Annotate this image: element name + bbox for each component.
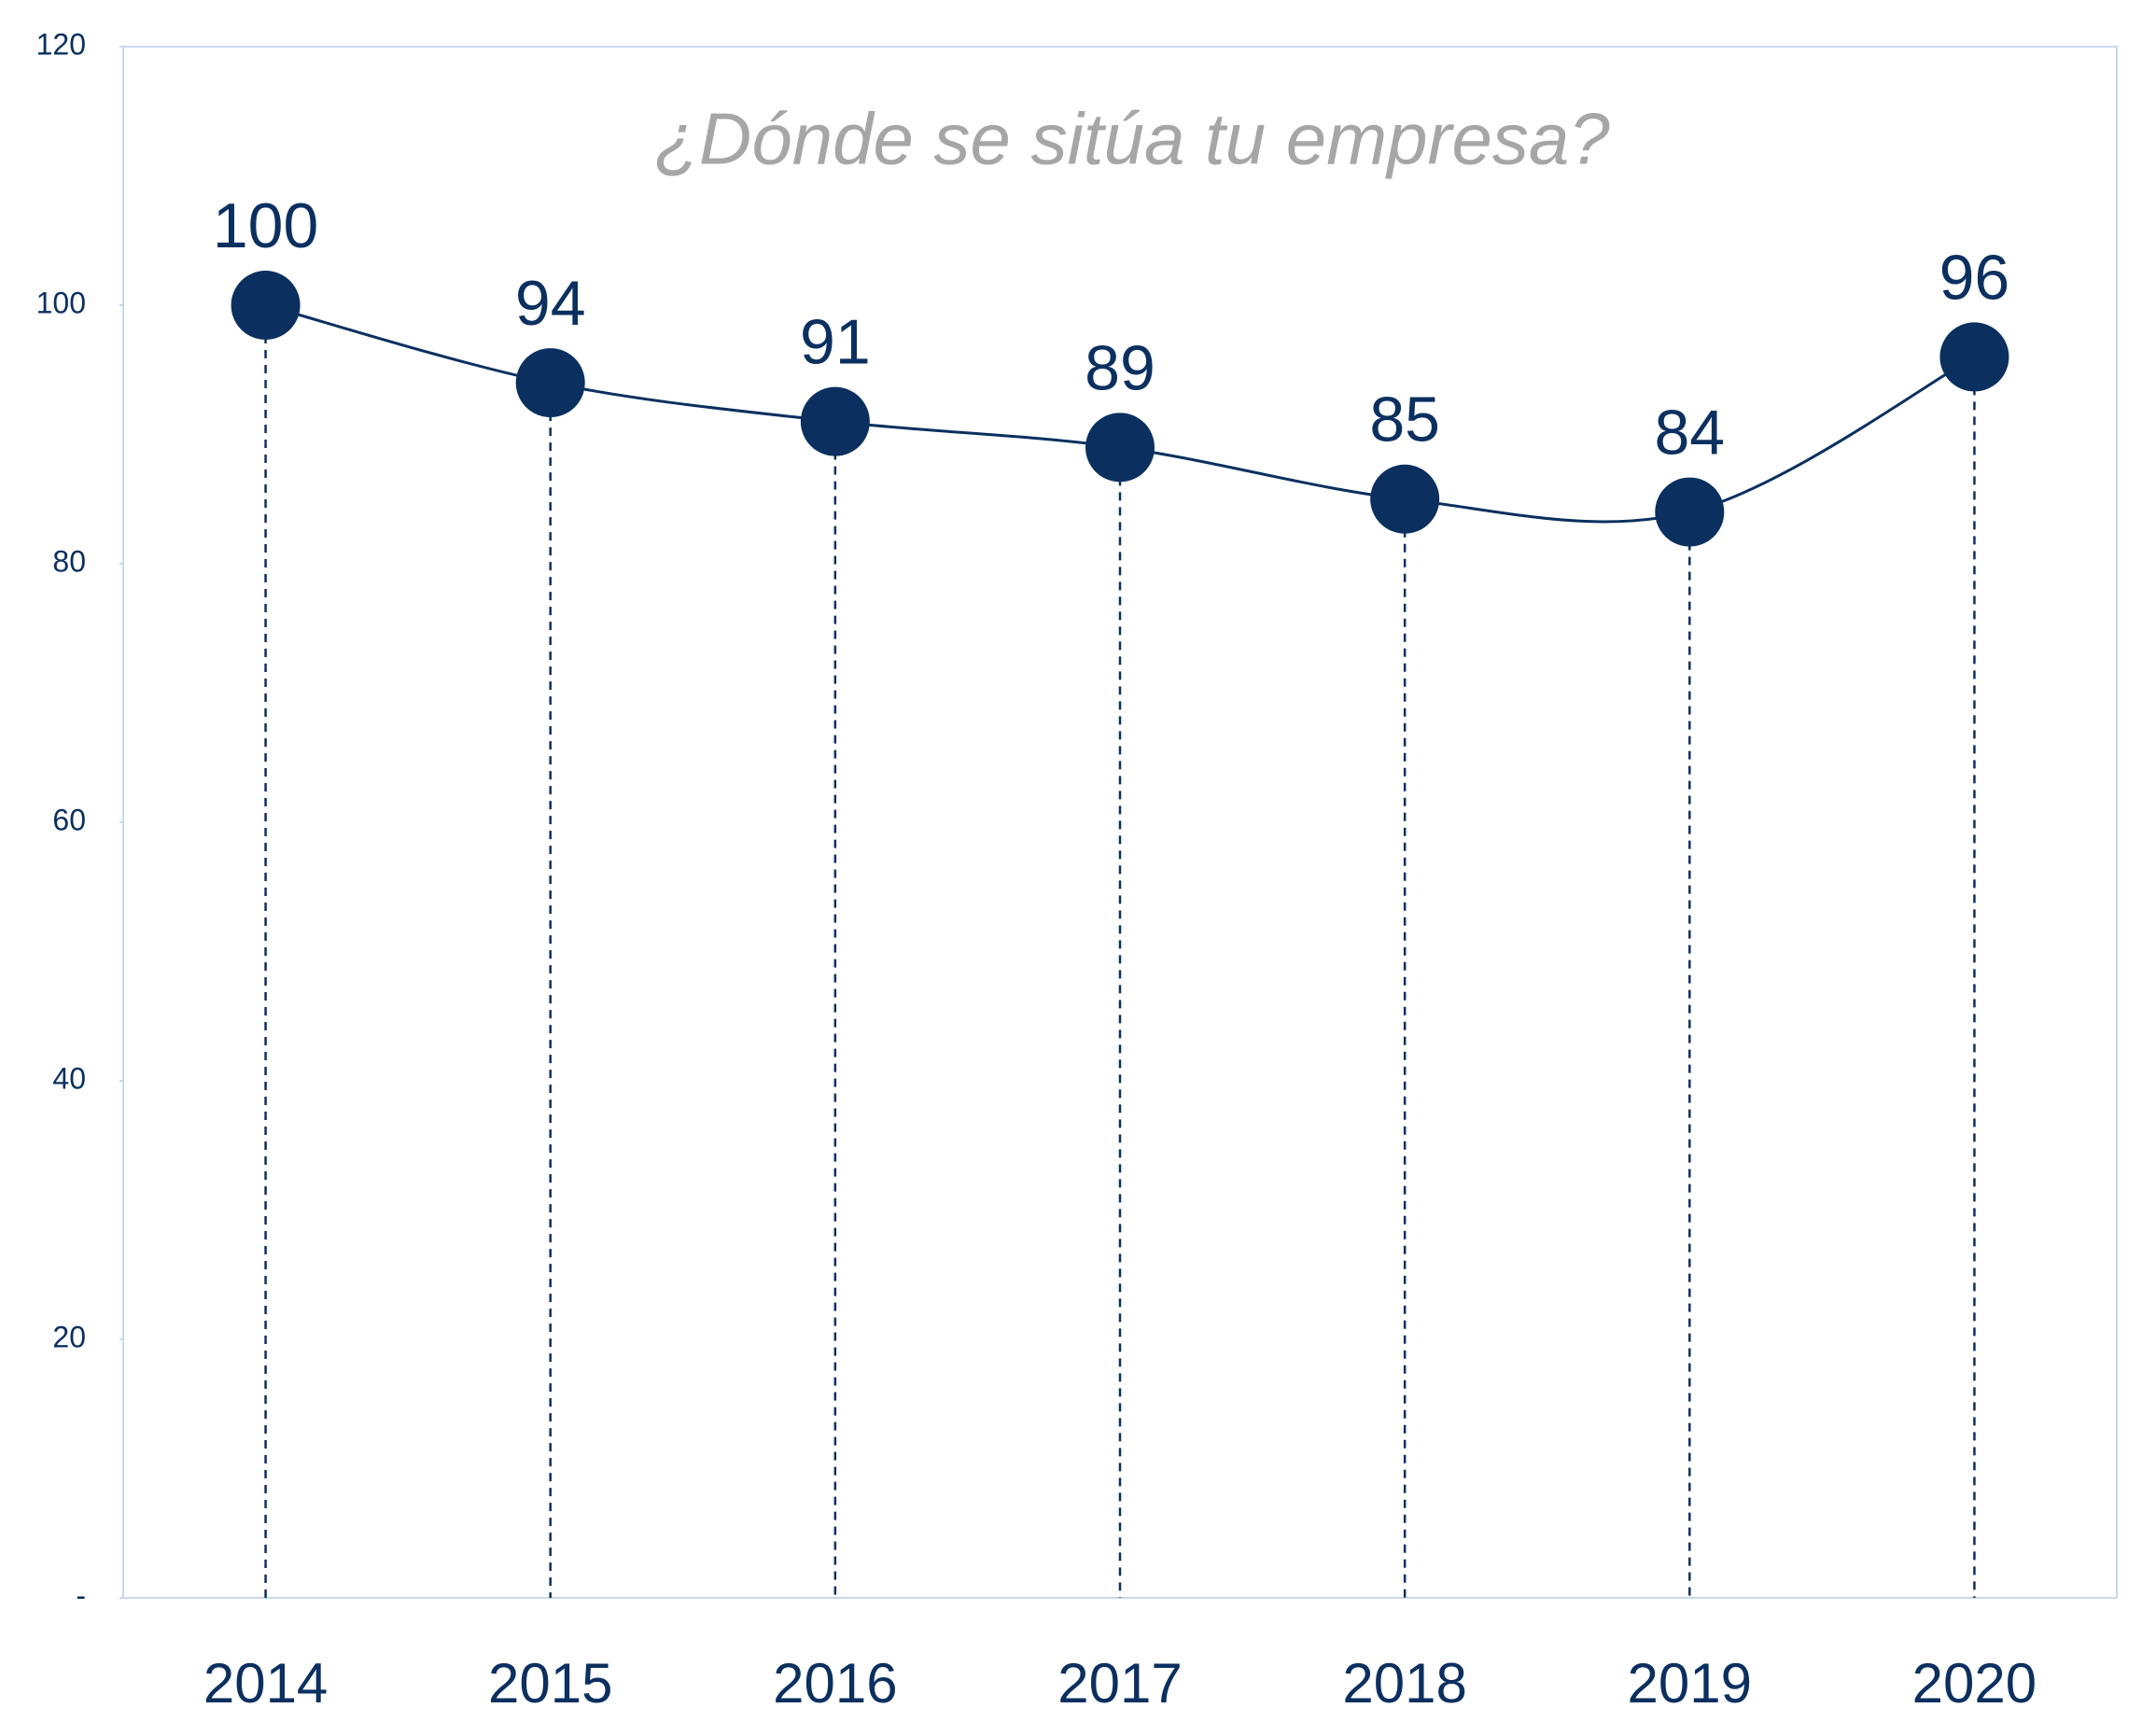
data-label: 94 xyxy=(515,268,586,339)
x-tick-label: 2016 xyxy=(773,1652,897,1715)
marker xyxy=(515,348,585,418)
y-tick-label: 100 xyxy=(36,286,86,319)
y-tick-label: 60 xyxy=(52,803,86,836)
x-tick-label: 2018 xyxy=(1342,1652,1466,1715)
chart-title: ¿Dónde se sitúa tu empresa? xyxy=(654,98,1610,180)
marker xyxy=(231,271,301,340)
y-tick-label: 80 xyxy=(52,544,86,578)
x-tick-label: 2020 xyxy=(1912,1652,2037,1715)
y-tick-label: - xyxy=(76,1578,86,1612)
marker xyxy=(1085,413,1155,483)
x-tick-label: 2014 xyxy=(203,1652,328,1715)
marker xyxy=(800,386,870,456)
x-tick-label: 2017 xyxy=(1057,1652,1182,1715)
y-tick-label: 40 xyxy=(52,1061,86,1095)
data-label: 91 xyxy=(800,307,871,378)
marker xyxy=(1939,322,2009,392)
data-label: 84 xyxy=(1654,398,1725,469)
data-label: 100 xyxy=(213,190,318,261)
marker xyxy=(1370,464,1440,534)
data-label: 89 xyxy=(1085,332,1155,403)
marker xyxy=(1655,477,1725,547)
x-tick-label: 2019 xyxy=(1628,1652,1752,1715)
data-label: 96 xyxy=(1939,242,2010,313)
y-tick-label: 120 xyxy=(36,27,86,61)
data-label: 85 xyxy=(1369,385,1440,455)
y-tick-label: 20 xyxy=(52,1320,86,1353)
x-tick-label: 2015 xyxy=(488,1652,612,1715)
